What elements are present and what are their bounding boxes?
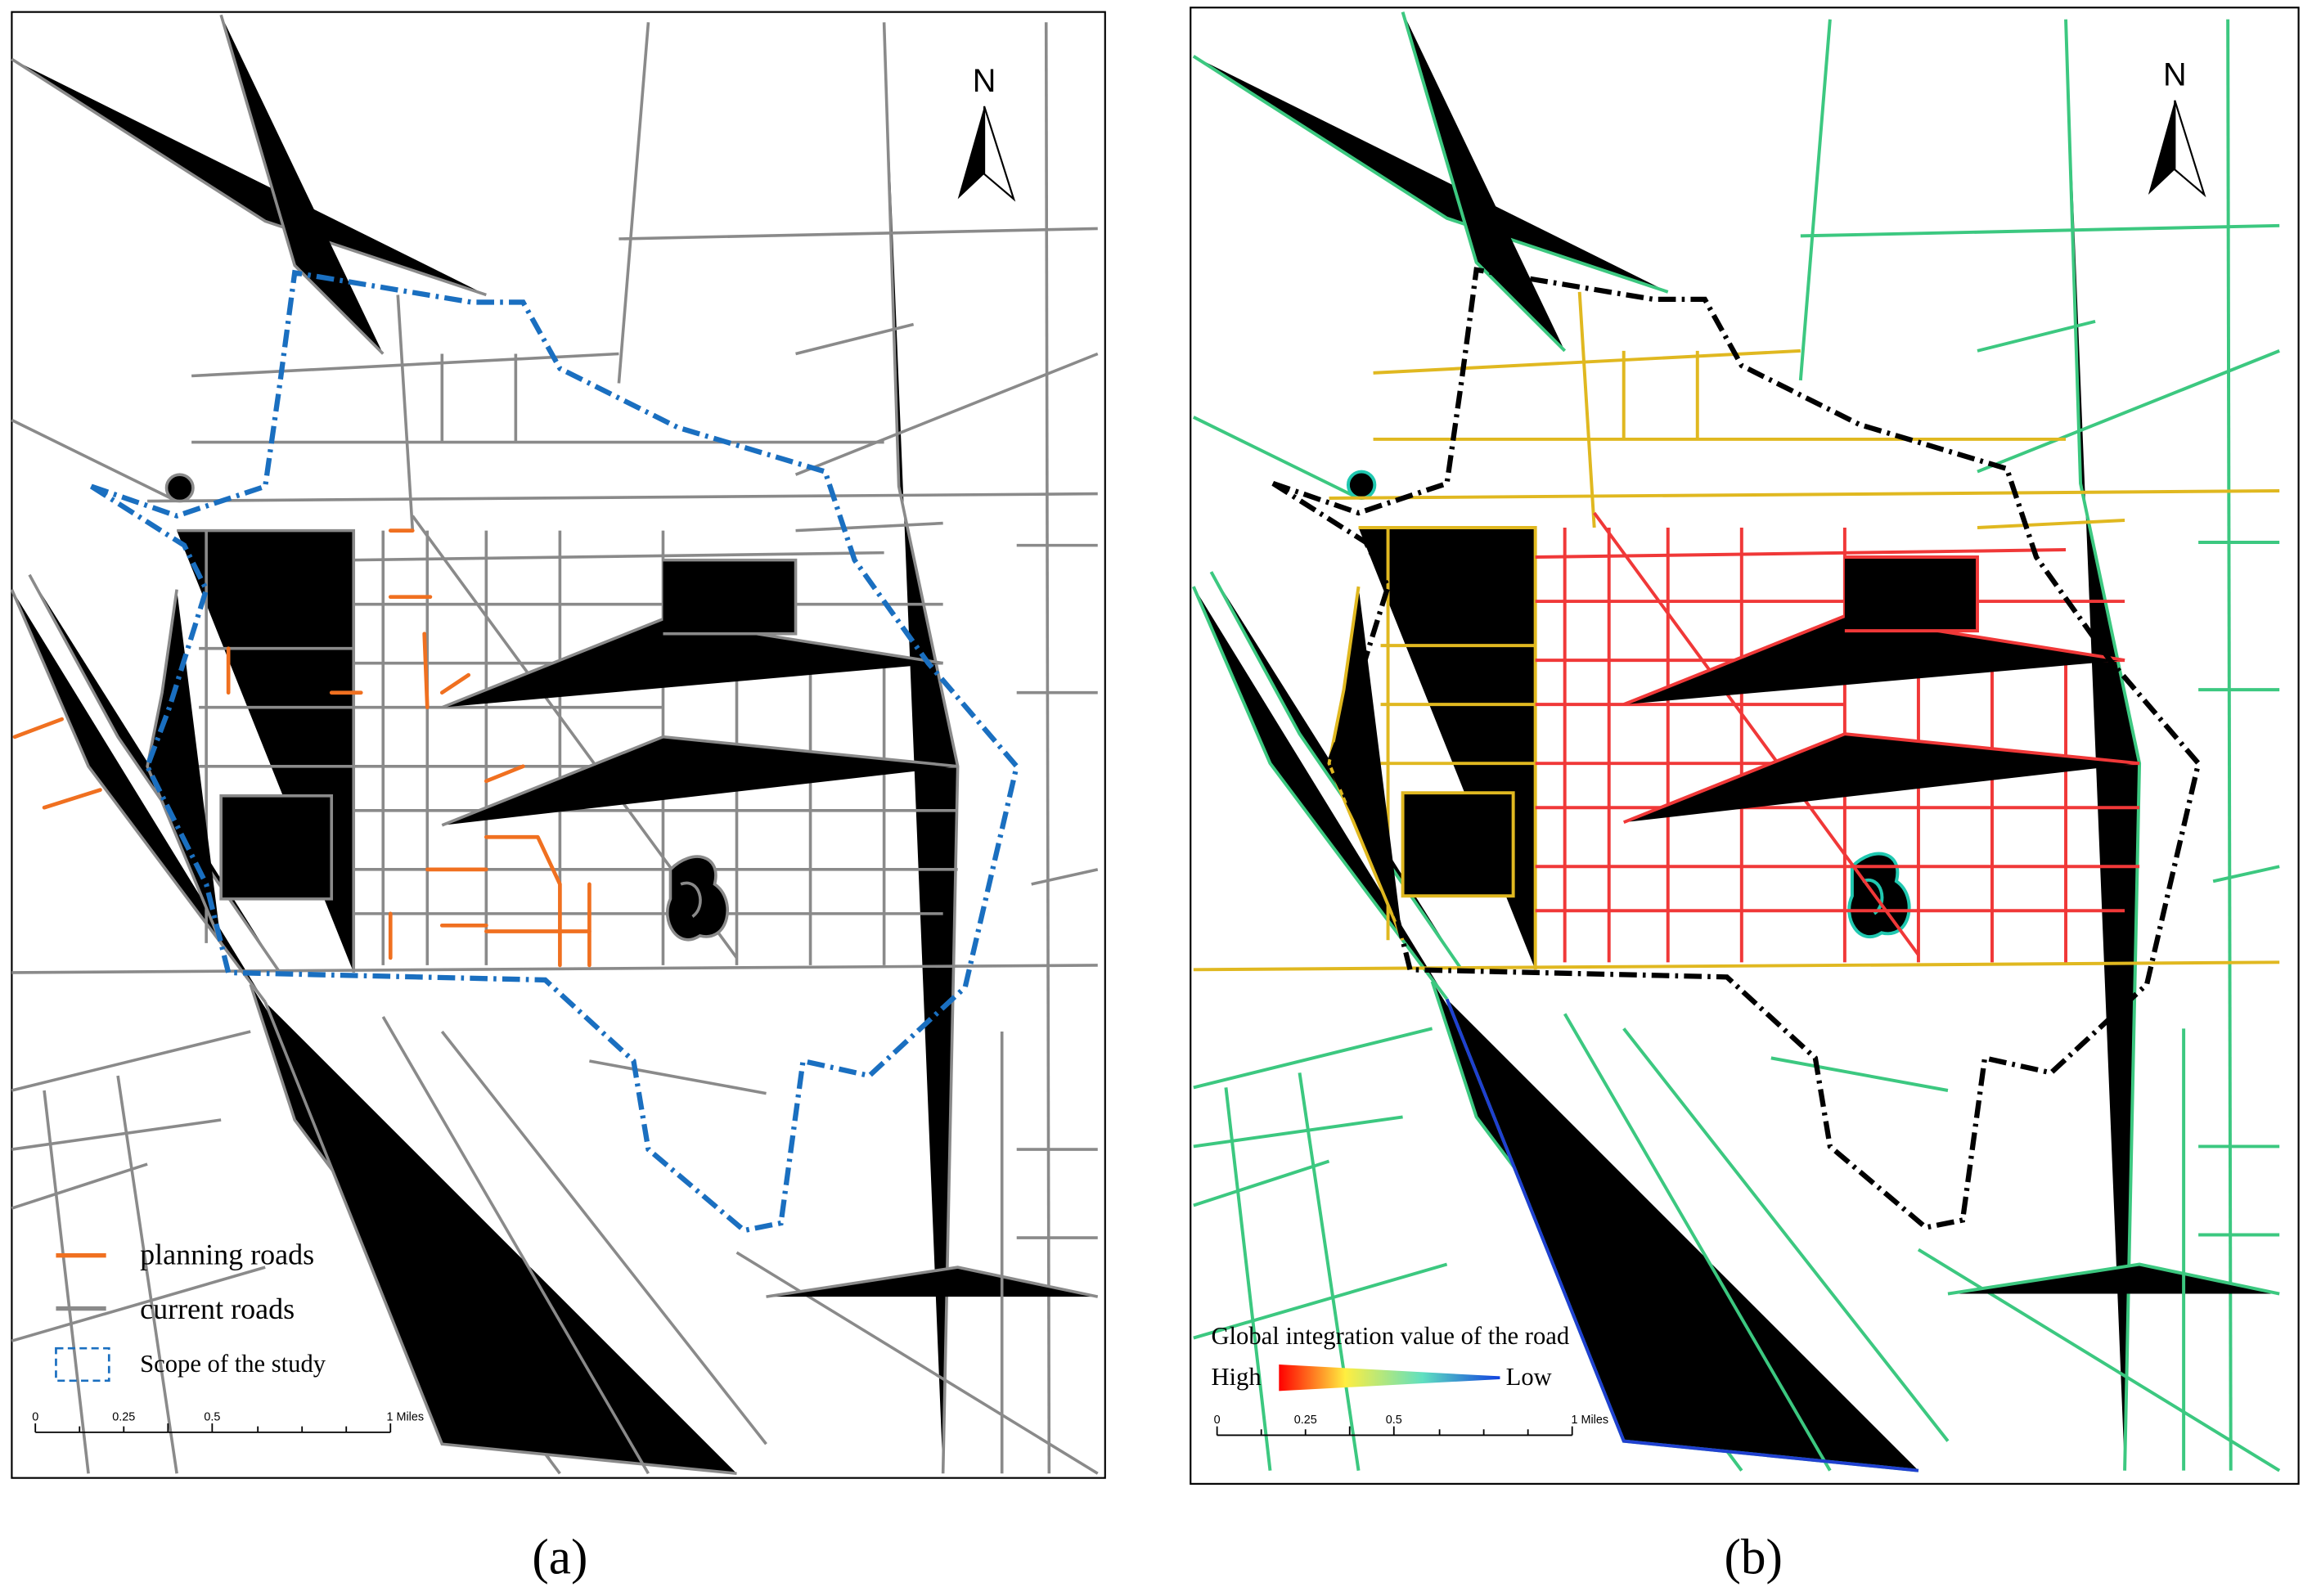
scale-bar: 0 0.25 0.5 1 Miles [1214,1414,1609,1436]
planning-roads [484,764,525,784]
scale-label: 1 Miles [386,1410,424,1423]
panel-b: N Global integration value of the road H… [1190,7,2300,1585]
scale-label: 0.5 [204,1410,220,1423]
legend-label: current roads [140,1293,295,1325]
study-boundary [1271,267,2202,1230]
scale-label: 1 Miles [1572,1414,1609,1427]
scale-label: 0.5 [1386,1414,1402,1427]
scale-line [34,1423,392,1433]
scale-line [1216,1426,1573,1436]
scale-bar: 0 0.25 0.5 1 Miles [32,1410,424,1433]
north-label: N [973,63,996,99]
planning-roads [484,834,562,968]
legend-high: High [1211,1363,1261,1391]
legend: planning roads current roads Scope of th… [55,1239,326,1382]
lowest-integration-road [1445,998,1919,1472]
panel-a: N planning roads current roads Scope of … [10,11,1106,1585]
scale-label: 0 [1214,1414,1221,1427]
scale-label: 0.25 [1294,1414,1317,1427]
color-ramp [1279,1364,1500,1391]
legend-swatch [55,1346,110,1382]
legend-low: Low [1506,1363,1552,1391]
caption: (b) [1725,1530,1783,1585]
north-arrow-left [957,106,985,200]
legend-label: planning roads [140,1239,314,1271]
legend-label: Scope of the study [140,1350,326,1378]
scale-label: 0 [32,1410,38,1423]
scale-label: 0.25 [112,1410,135,1423]
caption: (a) [532,1530,587,1585]
planning-roads [439,672,471,695]
legend: Global integration value of the road Hig… [1211,1322,1569,1391]
north-arrow: N [2148,57,2206,198]
north-arrow-left [2148,100,2175,195]
north-arrow-right [983,106,1016,202]
planning-roads [12,717,64,740]
integration-roads [1191,10,2282,1472]
planning-roads [422,632,430,710]
planning-roads [42,788,102,810]
north-label: N [2163,57,2187,93]
planning-roads [12,528,591,968]
north-arrow-right [2174,100,2206,198]
legend-title: Global integration value of the road [1211,1322,1569,1350]
north-arrow: N [957,63,1016,202]
study-boundary [89,269,1020,1234]
